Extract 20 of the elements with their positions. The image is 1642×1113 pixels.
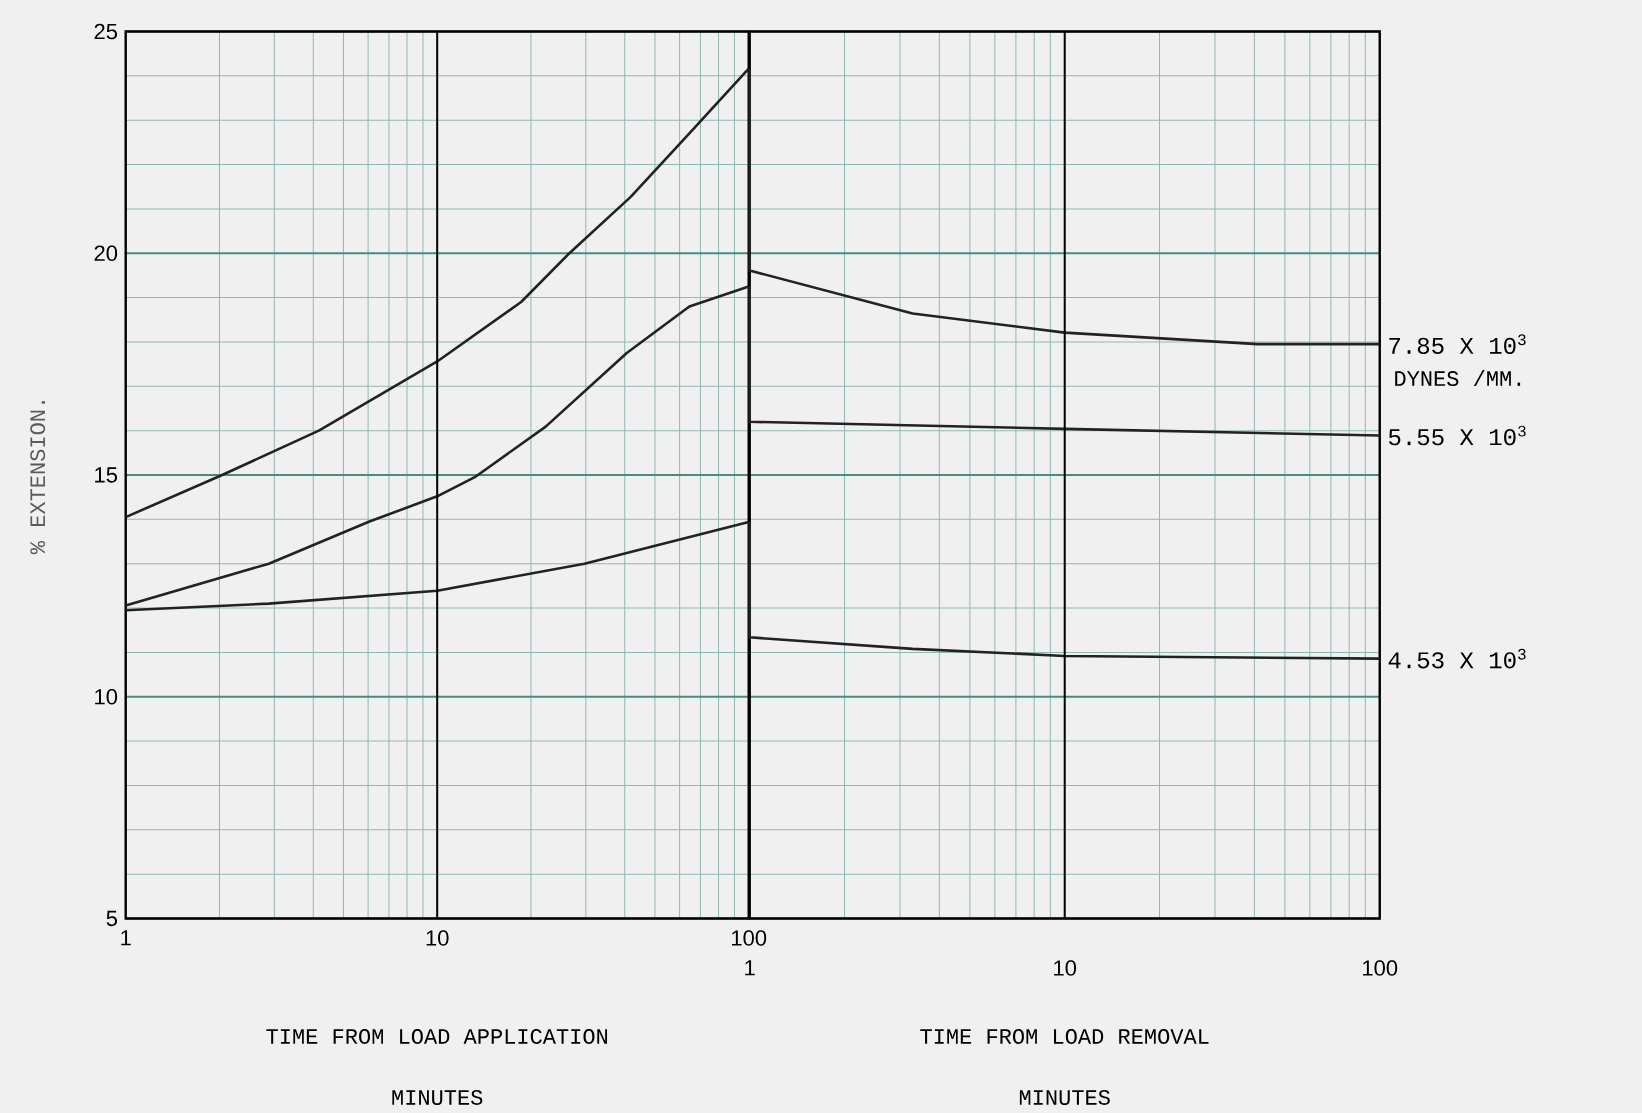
x-tick-label: 10 [426,930,449,946]
x-axis-title: TIME FROM LOAD APPLICATION [266,1029,608,1044]
y-tick-label: 10 [95,688,118,705]
y-tick-label: 25 [94,23,118,40]
y-tick-label: 5 [106,910,118,927]
series-label: 4.53 X 10$^{3}$ [1388,648,1526,669]
text: MINUTES [1019,1090,1110,1105]
x-tick-label: 100 [1363,960,1398,976]
text: MINUTES [392,1090,483,1105]
y-axis-title: % EXTENSION. [30,401,46,555]
series-label: 5.55 X 10$^{3}$ [1388,425,1526,446]
annotation: DYNES /MM. [1395,369,1521,387]
x-tick-label: 1 [121,930,131,946]
y-tick-label: 15 [95,467,118,483]
y-tick-label: 20 [94,245,118,262]
x-axis-title: TIME FROM LOAD REMOVAL [920,1029,1209,1044]
x-tick-label: 1 [745,960,755,976]
series-label: 7.85 X 10$^{3}$ [1389,334,1526,354]
x-tick-label: 10 [1054,960,1077,976]
x-tick-label: 100 [732,930,767,946]
